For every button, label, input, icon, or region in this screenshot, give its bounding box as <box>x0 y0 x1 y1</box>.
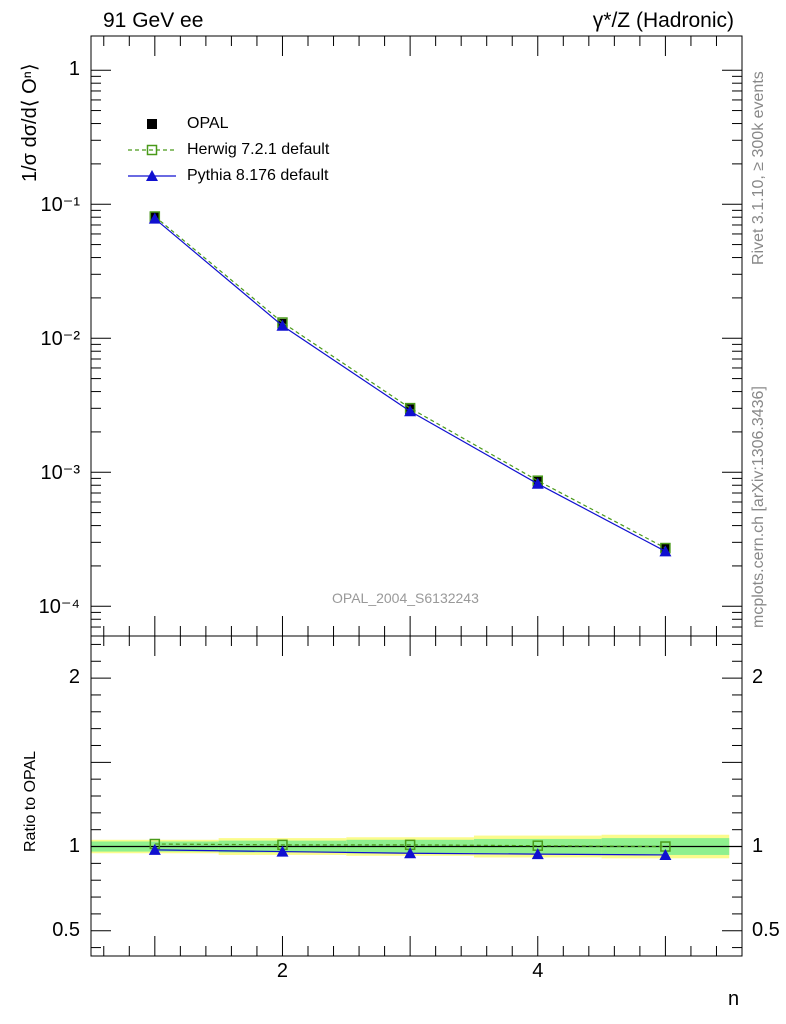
main-y-tick-label: 10⁻² <box>40 328 80 351</box>
ratio-y-tick-label: 0.5 <box>52 918 80 941</box>
ratio-point-pythia <box>148 843 161 855</box>
main-y-tick-label: 10⁻¹ <box>40 194 80 217</box>
ratio-y-tick-label: 2 <box>68 666 80 689</box>
main-line-herwig <box>154 216 666 549</box>
legend-marker-herwig <box>146 144 158 156</box>
axis-ticks <box>91 36 742 956</box>
ratio-y-tick-label-right: 2 <box>752 666 764 689</box>
ratio-y-tick-label-right: 1 <box>752 834 764 857</box>
main-point-pythia <box>276 319 289 331</box>
legend-label-opal: OPAL <box>187 115 229 132</box>
mcplots-credit: mcplots.cern.ch [arXiv:1306.3436] <box>750 386 767 628</box>
header-right: γ*/Z (Hadronic) <box>592 9 734 32</box>
ratio-y-tick-label-right: 0.5 <box>752 918 780 941</box>
legend-label-pythia: Pythia 8.176 default <box>187 167 329 184</box>
rivet-info: Rivet 3.1.10, ≥ 300k events <box>750 71 767 265</box>
ratio-plot-frame <box>90 635 743 957</box>
ratio-point-pythia <box>404 847 417 859</box>
x-tick-label: 4 <box>532 960 544 982</box>
main-point-pythia <box>659 545 672 557</box>
main-y-tick-label: 10⁻³ <box>40 462 80 485</box>
ratio-line-herwig <box>154 843 666 848</box>
legend-marker-opal <box>147 119 157 129</box>
ratio-point-pythia <box>659 848 672 860</box>
ratio-y-tick-label: 1 <box>68 834 80 857</box>
x-axis-label: n <box>728 988 740 1010</box>
main-point-pythia <box>531 477 544 489</box>
ratio-point-pythia <box>531 848 544 860</box>
main-y-tick-label: 1 <box>68 58 80 81</box>
legend-label-herwig: Herwig 7.2.1 default <box>187 141 330 158</box>
data-series <box>91 211 742 860</box>
main-y-axis-label: 1/σ dσ/d⟨ Oⁿ⟩ <box>19 63 41 182</box>
header-left: 91 GeV ee <box>103 9 204 32</box>
main-point-pythia <box>148 212 161 224</box>
x-tick-label: 2 <box>276 960 289 982</box>
legend-marker-pythia <box>146 170 158 181</box>
main-point-pythia <box>404 405 417 417</box>
main-y-tick-label: 10⁻⁴ <box>38 596 80 619</box>
main-line-pythia <box>154 218 666 552</box>
analysis-watermark: OPAL_2004_S6132243 <box>332 590 479 606</box>
ratio-point-pythia <box>276 845 289 857</box>
legend-markers <box>128 119 176 181</box>
ratio-y-axis-label: Ratio to OPAL <box>22 750 39 852</box>
